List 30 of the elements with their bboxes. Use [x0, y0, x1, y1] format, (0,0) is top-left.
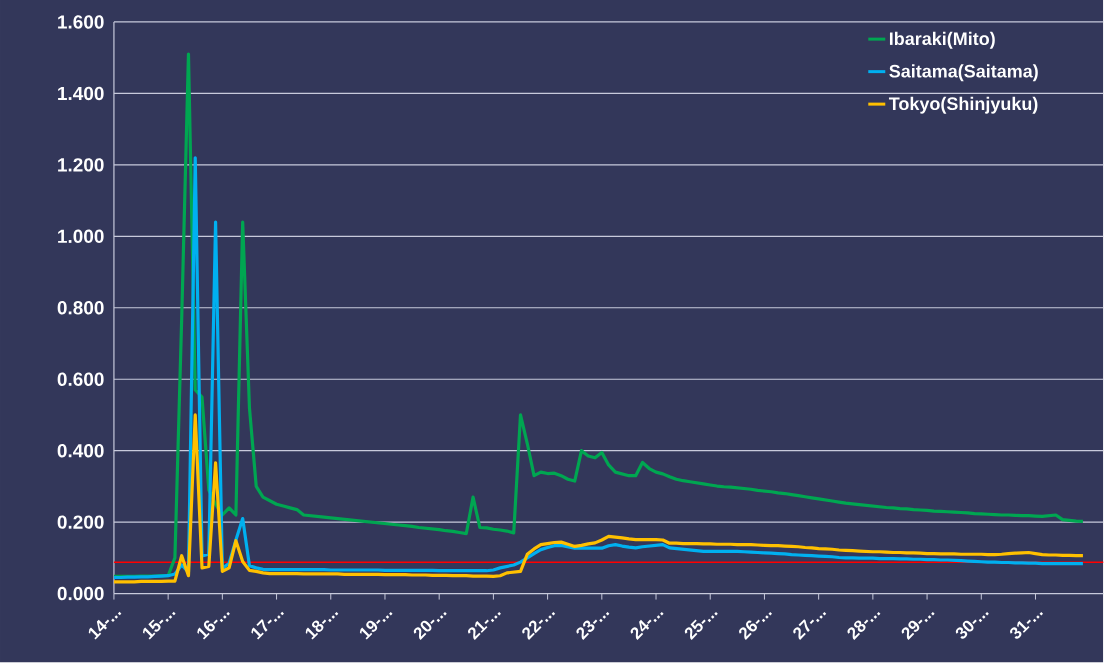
- y-tick-label: 1.600: [58, 15, 104, 29]
- x-tick-label: 15-...: [142, 612, 176, 640]
- x-tick-label: 16-...: [197, 612, 230, 640]
- y-tick-label: 1.000: [58, 229, 104, 244]
- x-tick-label: 30-...: [955, 612, 989, 639]
- y-tick-label: 0.400: [57, 444, 104, 458]
- x-tick-label: 28-...: [847, 612, 881, 641]
- x-tick-label: 22-...: [522, 612, 556, 641]
- y-tick-label: 0.000: [57, 587, 104, 601]
- y-tick-label: 0.800: [57, 301, 104, 315]
- legend-label: Tokyo(Shinjyuku): [888, 97, 1038, 114]
- x-tick-label: 20-...: [413, 612, 447, 641]
- x-tick-label: 14-...: [88, 612, 122, 640]
- x-tick-label: 17-...: [251, 612, 284, 640]
- y-tick-label: 1.200: [58, 158, 104, 172]
- y-tick-label: 0.600: [57, 372, 104, 387]
- x-tick-label: 31-...: [1010, 612, 1044, 639]
- x-tick-label: 21-...: [467, 612, 501, 641]
- legend-label: Saitama(Saitama): [889, 64, 1038, 82]
- x-tick-label: 24-...: [630, 612, 664, 641]
- x-tick-label: 18-...: [305, 612, 339, 640]
- y-tick-label: 1.400: [58, 86, 104, 101]
- x-tick-label: 19-...: [359, 612, 393, 640]
- x-tick-label: 27-...: [793, 612, 827, 641]
- x-tick-label: 23-...: [576, 612, 610, 641]
- y-tick-label: 0.200: [57, 515, 104, 530]
- legend-label: Ibaraki(Mito): [889, 32, 995, 49]
- x-tick-label: 26-...: [739, 612, 773, 641]
- x-tick-label: 29-...: [901, 612, 935, 641]
- x-tick-label: 25-...: [684, 612, 718, 641]
